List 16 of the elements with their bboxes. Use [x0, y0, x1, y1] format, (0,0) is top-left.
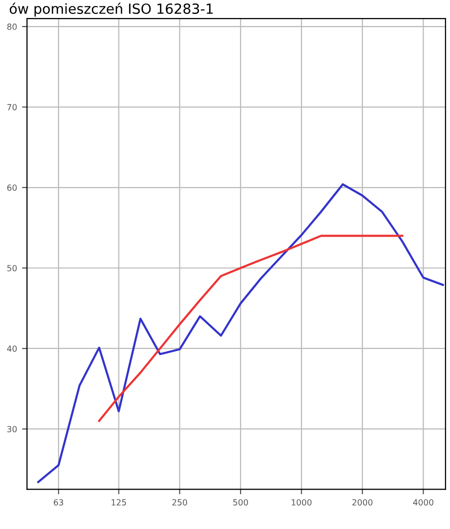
y-tick-label: 80: [7, 24, 17, 30]
x-tick-label: 500: [233, 499, 248, 506]
y-tick-label: 50: [7, 264, 17, 272]
chart-title: ów pomieszczeń ISO 16283-1: [10, 2, 213, 17]
y-tick-label: 60: [7, 184, 17, 191]
x-tick-label: 63: [54, 499, 64, 506]
y-tick-label: 70: [7, 104, 17, 110]
x-tick-label: 125: [112, 499, 126, 506]
x-tick-label: 1000: [292, 499, 312, 506]
x-tick-label: 2000: [352, 499, 372, 506]
y-tick-label: 40: [7, 345, 17, 352]
line-series: [98, 234, 404, 422]
x-tick-label: 4000: [413, 499, 434, 506]
x-tick-label: 250: [172, 499, 188, 506]
line-series: [37, 183, 444, 484]
y-tick-label: 30: [7, 426, 17, 432]
